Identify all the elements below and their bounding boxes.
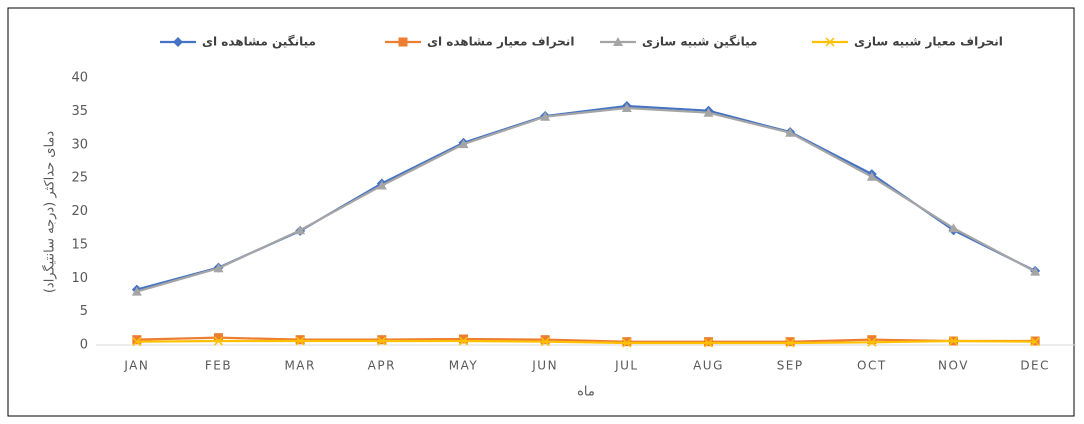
marker [867, 337, 877, 347]
y-tick-label: 35 [71, 104, 88, 119]
x-tick-label: DEC [1020, 359, 1050, 373]
marker [867, 335, 877, 345]
x-tick-label: JAN [123, 359, 149, 373]
marker [214, 333, 223, 343]
legend-label: انحراف معیار شبیه سازی [854, 35, 1003, 49]
marker [458, 336, 469, 346]
marker [377, 336, 387, 346]
y-axis-title: دمای حداکثر (درجه سانتیگراد) [42, 131, 58, 294]
legend-label: میانگین شبیه سازی [642, 35, 757, 49]
y-tick-label: 5 [80, 304, 88, 319]
marker [398, 37, 408, 47]
marker [131, 286, 142, 296]
marker [377, 335, 387, 345]
x-tick-label: MAY [449, 359, 478, 373]
marker [376, 180, 387, 190]
series-line [136, 339, 1036, 345]
marker [704, 337, 713, 347]
x-tick-label: JUL [614, 359, 639, 373]
x-tick-label: NOV [938, 359, 969, 373]
marker [1030, 337, 1040, 347]
x-tick-label: SEP [777, 359, 804, 373]
marker [785, 337, 795, 347]
y-tick-label: 0 [80, 338, 88, 353]
marker [173, 37, 183, 47]
marker [295, 335, 305, 345]
x-tick-label: AUG [693, 359, 724, 373]
marker [458, 139, 469, 149]
marker [213, 336, 224, 346]
marker [948, 223, 959, 233]
marker [785, 338, 795, 348]
y-tick-label: 10 [71, 271, 88, 286]
series-line [136, 106, 1036, 293]
marker [621, 103, 632, 113]
x-tick-label: JUN [531, 359, 558, 373]
y-tick-label: 15 [71, 237, 88, 252]
y-tick-label: 20 [71, 204, 88, 219]
marker [213, 263, 224, 273]
y-tick-label: 30 [71, 137, 88, 152]
marker [540, 337, 550, 347]
marker [622, 338, 632, 348]
marker [540, 111, 551, 121]
marker [132, 335, 142, 345]
marker [1030, 266, 1041, 276]
marker [540, 335, 550, 345]
marker [703, 338, 714, 348]
x-tick-label: APR [368, 359, 396, 373]
legend-label: میانگین مشاهده ای [202, 35, 316, 49]
marker [785, 127, 796, 137]
x-tick-label: FEB [205, 359, 232, 373]
legend-label: انحراف معیار مشاهده ای [427, 35, 574, 49]
marker [825, 37, 835, 47]
marker [948, 336, 959, 346]
x-tick-label: OCT [857, 359, 887, 373]
x-axis-title: ماه [577, 385, 595, 400]
y-tick-label: 25 [71, 171, 88, 186]
marker [295, 225, 306, 235]
marker [622, 337, 632, 347]
y-tick-label: 40 [71, 71, 88, 86]
marker [613, 37, 623, 46]
chart-frame [7, 7, 1075, 417]
series-line [136, 336, 1036, 343]
marker [295, 336, 305, 346]
marker [132, 337, 142, 347]
marker [866, 171, 877, 181]
x-tick-label: MAR [284, 359, 315, 373]
marker [703, 107, 714, 117]
marker [459, 334, 468, 344]
